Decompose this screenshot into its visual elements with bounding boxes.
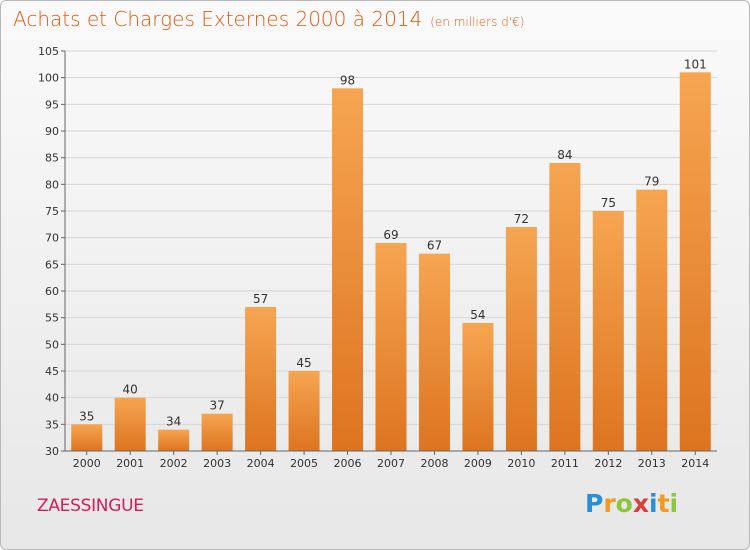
x-tick-label: 2004 — [247, 457, 275, 470]
y-tick-label: 100 — [38, 72, 59, 85]
x-tick-label: 2007 — [377, 457, 405, 470]
data-label-2010: 72 — [514, 212, 529, 226]
x-tick-label: 2011 — [551, 457, 579, 470]
bar-2005 — [288, 371, 320, 451]
bar-2012 — [592, 211, 624, 451]
x-tick-label: 2012 — [594, 457, 622, 470]
bar-2014 — [679, 72, 711, 451]
y-tick-label: 105 — [38, 45, 59, 58]
data-label-2013: 79 — [644, 175, 659, 189]
bar-2002 — [158, 429, 190, 451]
logo-letter: P — [585, 489, 604, 518]
y-tick-label: 75 — [45, 205, 59, 218]
y-tick-label: 85 — [45, 152, 59, 165]
data-label-2007: 69 — [383, 228, 398, 242]
data-label-2003: 37 — [209, 399, 224, 413]
x-tick-label: 2005 — [290, 457, 318, 470]
x-tick-label: 2002 — [160, 457, 188, 470]
bar-2013 — [636, 189, 668, 451]
bar-2008 — [418, 253, 450, 451]
x-tick-label: 2013 — [638, 457, 666, 470]
bar-2004 — [245, 307, 277, 451]
data-label-2014: 101 — [684, 57, 707, 71]
data-label-2011: 84 — [557, 148, 572, 162]
bars — [71, 72, 711, 451]
bar-2007 — [375, 243, 407, 451]
bar-2009 — [462, 323, 494, 451]
axes: 30 35 40 45 50 55 60 65 70 75 80 85 90 95 100 105 2000 20… — [38, 45, 717, 470]
logo-letter: i — [649, 489, 658, 518]
logo-letter: o — [615, 489, 633, 518]
x-tick-label: 2003 — [203, 457, 231, 470]
chart-title: Achats et Charges Externes 2000 à 2014 (e… — [13, 7, 524, 31]
y-tick-label: 90 — [45, 125, 59, 138]
logo-letter: r — [603, 489, 616, 518]
bar-2000 — [71, 424, 103, 451]
bar-2010 — [505, 227, 537, 451]
x-tick-label: 2008 — [420, 457, 448, 470]
y-tick-label: 45 — [45, 365, 59, 378]
x-tick-label: 2009 — [464, 457, 492, 470]
y-tick-label: 30 — [45, 445, 59, 458]
bar-2001 — [114, 397, 146, 451]
data-label-2002: 34 — [166, 415, 181, 429]
data-labels: 35 40 34 37 57 45 98 69 67 54 72 84 75 79 101 — [79, 57, 707, 428]
x-tick-label: 2006 — [334, 457, 362, 470]
x-tick-label: 2000 — [73, 457, 101, 470]
y-tick-label: 70 — [45, 232, 59, 245]
y-tick-label: 80 — [45, 178, 59, 191]
logo-letter: t — [657, 489, 670, 518]
x-tick-label: 2014 — [681, 457, 709, 470]
y-tick-label: 35 — [45, 418, 59, 431]
bar-2011 — [549, 163, 581, 451]
x-tick-label: 2010 — [507, 457, 535, 470]
y-tick-label: 60 — [45, 285, 59, 298]
data-label-2005: 45 — [296, 356, 311, 370]
y-tick-label: 50 — [45, 338, 59, 351]
bar-2003 — [201, 413, 233, 451]
data-label-2001: 40 — [123, 383, 138, 397]
y-tick-label: 65 — [45, 258, 59, 271]
chart-title-unit: (en milliers d'€) — [430, 15, 525, 29]
logo-letter: i — [669, 489, 679, 518]
data-label-2008: 67 — [427, 239, 442, 253]
data-label-2006: 98 — [340, 73, 355, 87]
data-label-2012: 75 — [601, 196, 616, 210]
logo-letter: x — [632, 489, 649, 518]
data-label-2009: 54 — [470, 308, 485, 322]
chart-title-main: Achats et Charges Externes 2000 à 2014 — [13, 7, 423, 31]
y-tick-label: 55 — [45, 312, 59, 325]
data-label-2000: 35 — [79, 409, 94, 423]
proxiti-logo[interactable]: Proxiti — [585, 489, 678, 518]
commune-name: ZAESSINGUE — [37, 496, 144, 516]
y-tick-label: 95 — [45, 98, 59, 111]
bar-2006 — [332, 88, 364, 451]
data-label-2004: 57 — [253, 292, 268, 306]
x-tick-label: 2001 — [116, 457, 144, 470]
y-tick-label: 40 — [45, 392, 59, 405]
